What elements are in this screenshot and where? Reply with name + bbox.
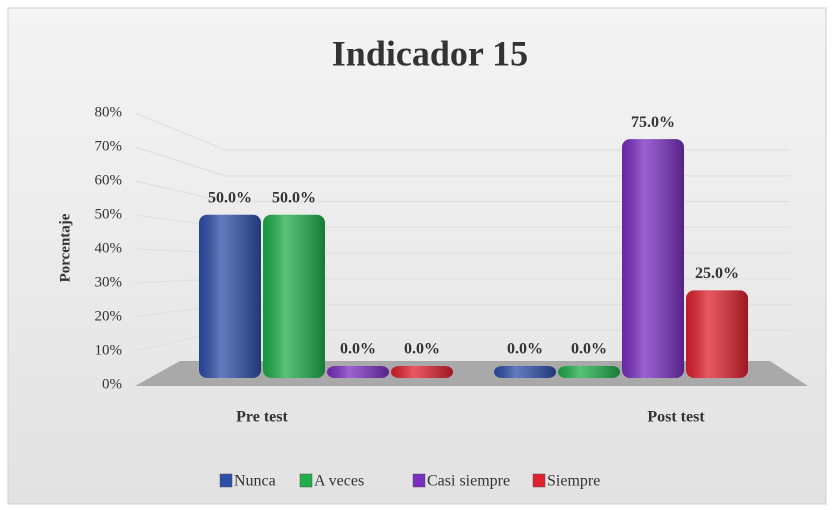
value-label: 0.0% — [404, 341, 440, 358]
legend-label: Nunca — [234, 473, 276, 490]
bar-shade — [199, 214, 261, 378]
legend-swatch — [299, 473, 313, 488]
chart-title: Indicador 15 — [332, 33, 528, 73]
y-tick-label: 60% — [95, 172, 123, 188]
y-tick-label: 70% — [95, 138, 123, 154]
bar-shade — [327, 366, 389, 378]
y-tick-label: 10% — [95, 342, 123, 358]
legend-swatch — [532, 473, 546, 488]
grid-line — [134, 180, 790, 203]
grid-line — [134, 112, 790, 151]
legend-label: A veces — [314, 473, 364, 490]
y-axis-label: Porcentaje — [57, 213, 73, 282]
chart-panel — [7, 7, 827, 505]
y-tick-label: 0% — [102, 376, 122, 392]
bar-shade — [622, 139, 684, 378]
y-tick-label: 30% — [95, 274, 123, 290]
grid-line — [134, 146, 790, 177]
x-tick-label: Post test — [647, 409, 705, 426]
bar-shade — [494, 366, 556, 378]
y-tick-label: 20% — [95, 308, 123, 324]
legend-swatch — [412, 473, 426, 488]
legend-label: Casi siempre — [427, 473, 510, 490]
y-tick-label: 80% — [95, 104, 123, 120]
value-label: 50.0% — [208, 189, 252, 206]
value-label: 75.0% — [631, 114, 675, 131]
legend-swatch — [219, 473, 233, 488]
bar-shade — [263, 214, 325, 378]
x-tick-label: Pre test — [236, 409, 288, 426]
value-label: 0.0% — [507, 341, 543, 358]
y-tick-label: 40% — [95, 240, 123, 256]
bar-shade — [391, 366, 453, 378]
value-label: 25.0% — [695, 265, 739, 282]
legend-label: Siempre — [547, 473, 600, 490]
y-tick-label: 50% — [95, 206, 123, 222]
value-label: 50.0% — [272, 189, 316, 206]
bar-shade — [686, 290, 748, 378]
value-label: 0.0% — [340, 341, 376, 358]
bar-shade — [558, 366, 620, 378]
value-label: 0.0% — [571, 341, 607, 358]
